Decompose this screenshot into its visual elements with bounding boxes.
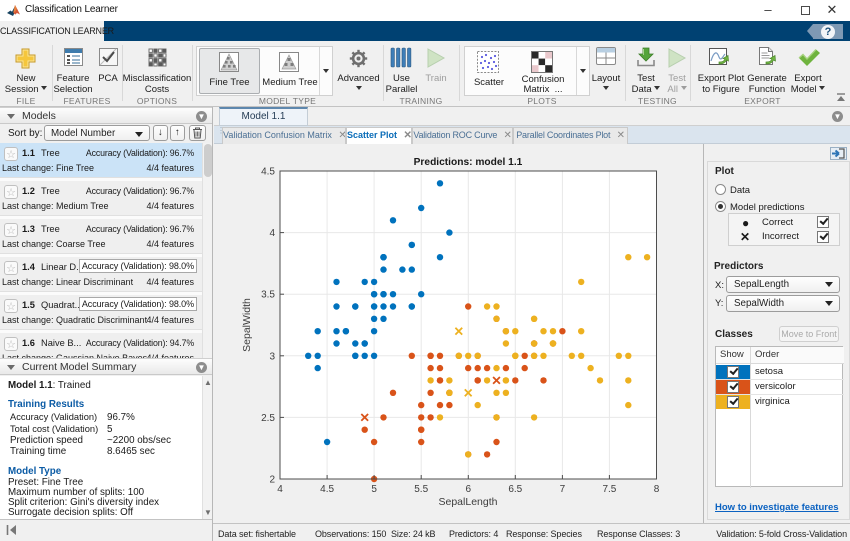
- svg-text:4: 4: [269, 228, 275, 239]
- svg-text:4.5: 4.5: [261, 167, 275, 178]
- svg-text:6: 6: [466, 484, 472, 495]
- svg-text:5: 5: [371, 484, 377, 495]
- svg-text:2: 2: [269, 475, 275, 486]
- svg-text:SepalWidth: SepalWidth: [241, 298, 253, 352]
- svg-text:3: 3: [269, 351, 275, 362]
- svg-text:SepalLength: SepalLength: [439, 496, 498, 508]
- svg-text:2.5: 2.5: [261, 413, 275, 424]
- svg-text:4.5: 4.5: [320, 484, 334, 495]
- svg-text:3.5: 3.5: [261, 290, 275, 301]
- svg-text:Predictions: model 1.1: Predictions: model 1.1: [414, 157, 523, 168]
- svg-text:8: 8: [654, 484, 660, 495]
- svg-text:7: 7: [560, 484, 566, 495]
- svg-text:6.5: 6.5: [508, 484, 522, 495]
- svg-text:5.5: 5.5: [414, 484, 428, 495]
- svg-text:7.5: 7.5: [602, 484, 616, 495]
- svg-text:4: 4: [277, 484, 283, 495]
